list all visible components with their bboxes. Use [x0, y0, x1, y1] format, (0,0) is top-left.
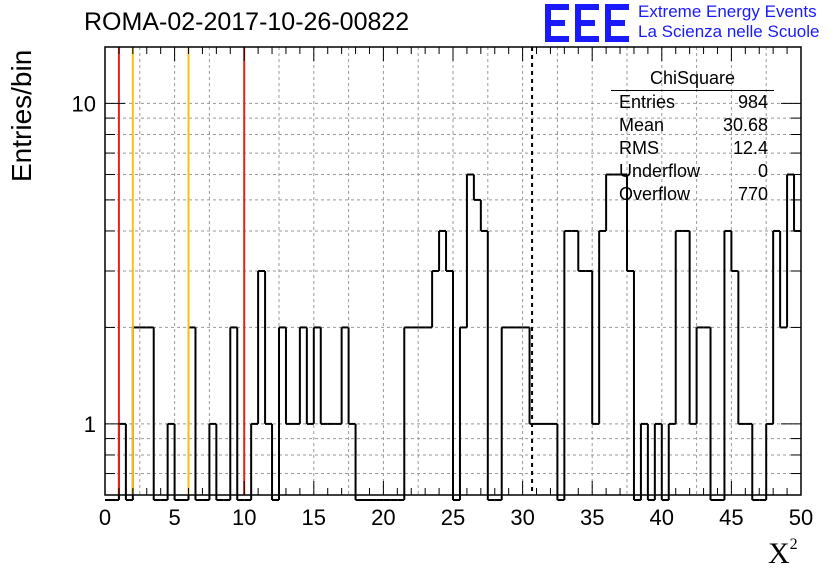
logo-line-1: Extreme Energy Events — [638, 2, 817, 22]
x-tick-label: 20 — [371, 505, 395, 530]
reference-lines — [119, 47, 532, 495]
x-tick-label: 45 — [719, 505, 743, 530]
stats-title: ChiSquare — [611, 66, 774, 91]
chart-title: ROMA-02-2017-10-26-00822 — [84, 8, 409, 37]
x-tick-label: 25 — [441, 505, 465, 530]
stats-value: 12.4 — [733, 137, 768, 160]
x-tick-label: 30 — [510, 505, 534, 530]
stats-value: 0 — [758, 160, 768, 183]
stats-row-mean: Mean 30.68 — [611, 114, 774, 137]
x-tick-label: 50 — [789, 505, 813, 530]
x-tick-label: 35 — [580, 505, 604, 530]
stats-value: 30.68 — [723, 114, 768, 137]
x-axis-label-base: X — [768, 537, 790, 570]
x-axis-label: X2 — [768, 536, 798, 571]
stats-box: ChiSquare Entries 984 Mean 30.68 RMS 12.4 U… — [611, 66, 774, 206]
x-tick-label: 10 — [232, 505, 256, 530]
stats-label: Underflow — [619, 160, 700, 183]
stats-value: 770 — [738, 183, 768, 206]
stats-label: Overflow — [619, 183, 690, 206]
stats-row-underflow: Underflow 0 — [611, 160, 774, 183]
stats-row-overflow: Overflow 770 — [611, 183, 774, 206]
x-axis-label-superscript: 2 — [790, 536, 798, 553]
y-tick-label: 10 — [72, 91, 96, 116]
x-tick-label: 5 — [168, 505, 180, 530]
logo-line-2: La Scienza nelle Scuole — [638, 22, 819, 42]
stats-label: Mean — [619, 114, 664, 137]
x-tick-label: 0 — [99, 505, 111, 530]
stats-label: Entries — [619, 91, 675, 114]
x-tick-label: 15 — [302, 505, 326, 530]
y-tick-label: 1 — [84, 412, 96, 437]
stats-row-entries: Entries 984 — [611, 91, 774, 114]
stats-label: RMS — [619, 137, 659, 160]
eee-logo-mark — [545, 4, 629, 42]
stats-row-rms: RMS 12.4 — [611, 137, 774, 160]
x-tick-label: 40 — [650, 505, 674, 530]
eee-logo — [543, 0, 633, 46]
y-axis-label: Entries/bin — [6, 50, 38, 182]
stats-value: 984 — [738, 91, 768, 114]
